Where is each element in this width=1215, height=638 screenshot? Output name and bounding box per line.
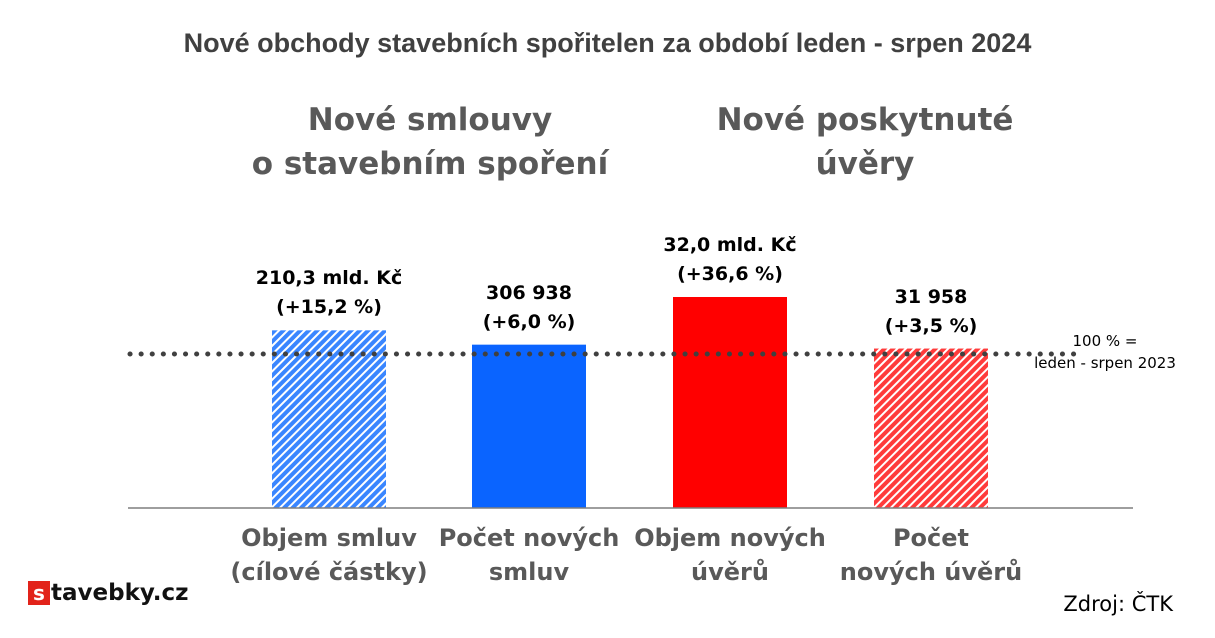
chart-title: Nové obchody stavebních spořitelen za ob… — [183, 28, 1032, 58]
data-label-4: 31 958 (+3,5 %) — [831, 283, 1031, 341]
data-label-line: 32,0 mld. Kč — [663, 234, 797, 256]
data-label-1: 210,3 mld. Kč (+15,2 %) — [229, 264, 429, 322]
data-label-line: 306 938 — [486, 281, 572, 304]
reference-line-label: 100 % = leden - srpen 2023 — [1010, 330, 1200, 374]
group-title-line: Nové smlouvy — [307, 102, 553, 138]
category-label-line: smluv — [488, 558, 570, 586]
logo-text: tavebky.cz — [51, 580, 189, 606]
stavebky-logo: s tavebky.cz — [28, 580, 189, 606]
category-label-line: (cílové částky) — [230, 558, 428, 586]
bar-4 — [874, 348, 988, 508]
logo-letter-badge: s — [28, 581, 50, 605]
category-label-line: Počet — [892, 524, 970, 552]
group-title-line: Nové poskytnuté — [716, 102, 1014, 138]
category-label-3: Objem nových úvěrů — [630, 521, 830, 589]
category-label-line: Počet nových — [438, 524, 620, 552]
category-label-line: úvěrů — [691, 558, 769, 586]
data-label-3: 32,0 mld. Kč (+36,6 %) — [630, 231, 830, 289]
reference-label-line: leden - srpen 2023 — [1034, 354, 1176, 372]
category-label-line: nových úvěrů — [839, 558, 1023, 586]
data-label-line: (+15,2 %) — [276, 296, 382, 319]
category-label-line: Objem smluv — [241, 524, 417, 552]
group-title-contracts: Nové smlouvy o stavebním spoření — [230, 98, 630, 186]
group-title-line: o stavebním spoření — [251, 146, 609, 182]
category-label-4: Počet nových úvěrů — [831, 521, 1031, 589]
bar-1 — [272, 330, 386, 508]
data-label-line: (+3,5 %) — [884, 314, 978, 337]
bar-3 — [673, 297, 787, 508]
data-label-line: (+36,6 %) — [677, 263, 783, 285]
data-label-line: 210,3 mld. Kč — [255, 267, 403, 290]
data-label-2: 306 938 (+6,0 %) — [429, 279, 629, 337]
bar-2 — [472, 344, 586, 508]
category-label-line: Objem nových — [634, 524, 826, 552]
reference-label-line: 100 % = — [1072, 332, 1138, 350]
category-label-1: Objem smluv (cílové částky) — [229, 521, 429, 589]
data-label-line: (+6,0 %) — [482, 310, 576, 333]
data-label-line: 31 958 — [894, 285, 968, 308]
group-title-line: úvěry — [815, 146, 915, 182]
source-note: Zdroj: ČTK — [1063, 592, 1173, 616]
category-label-2: Počet nových smluv — [429, 521, 629, 589]
group-title-loans: Nové poskytnuté úvěry — [665, 98, 1065, 186]
